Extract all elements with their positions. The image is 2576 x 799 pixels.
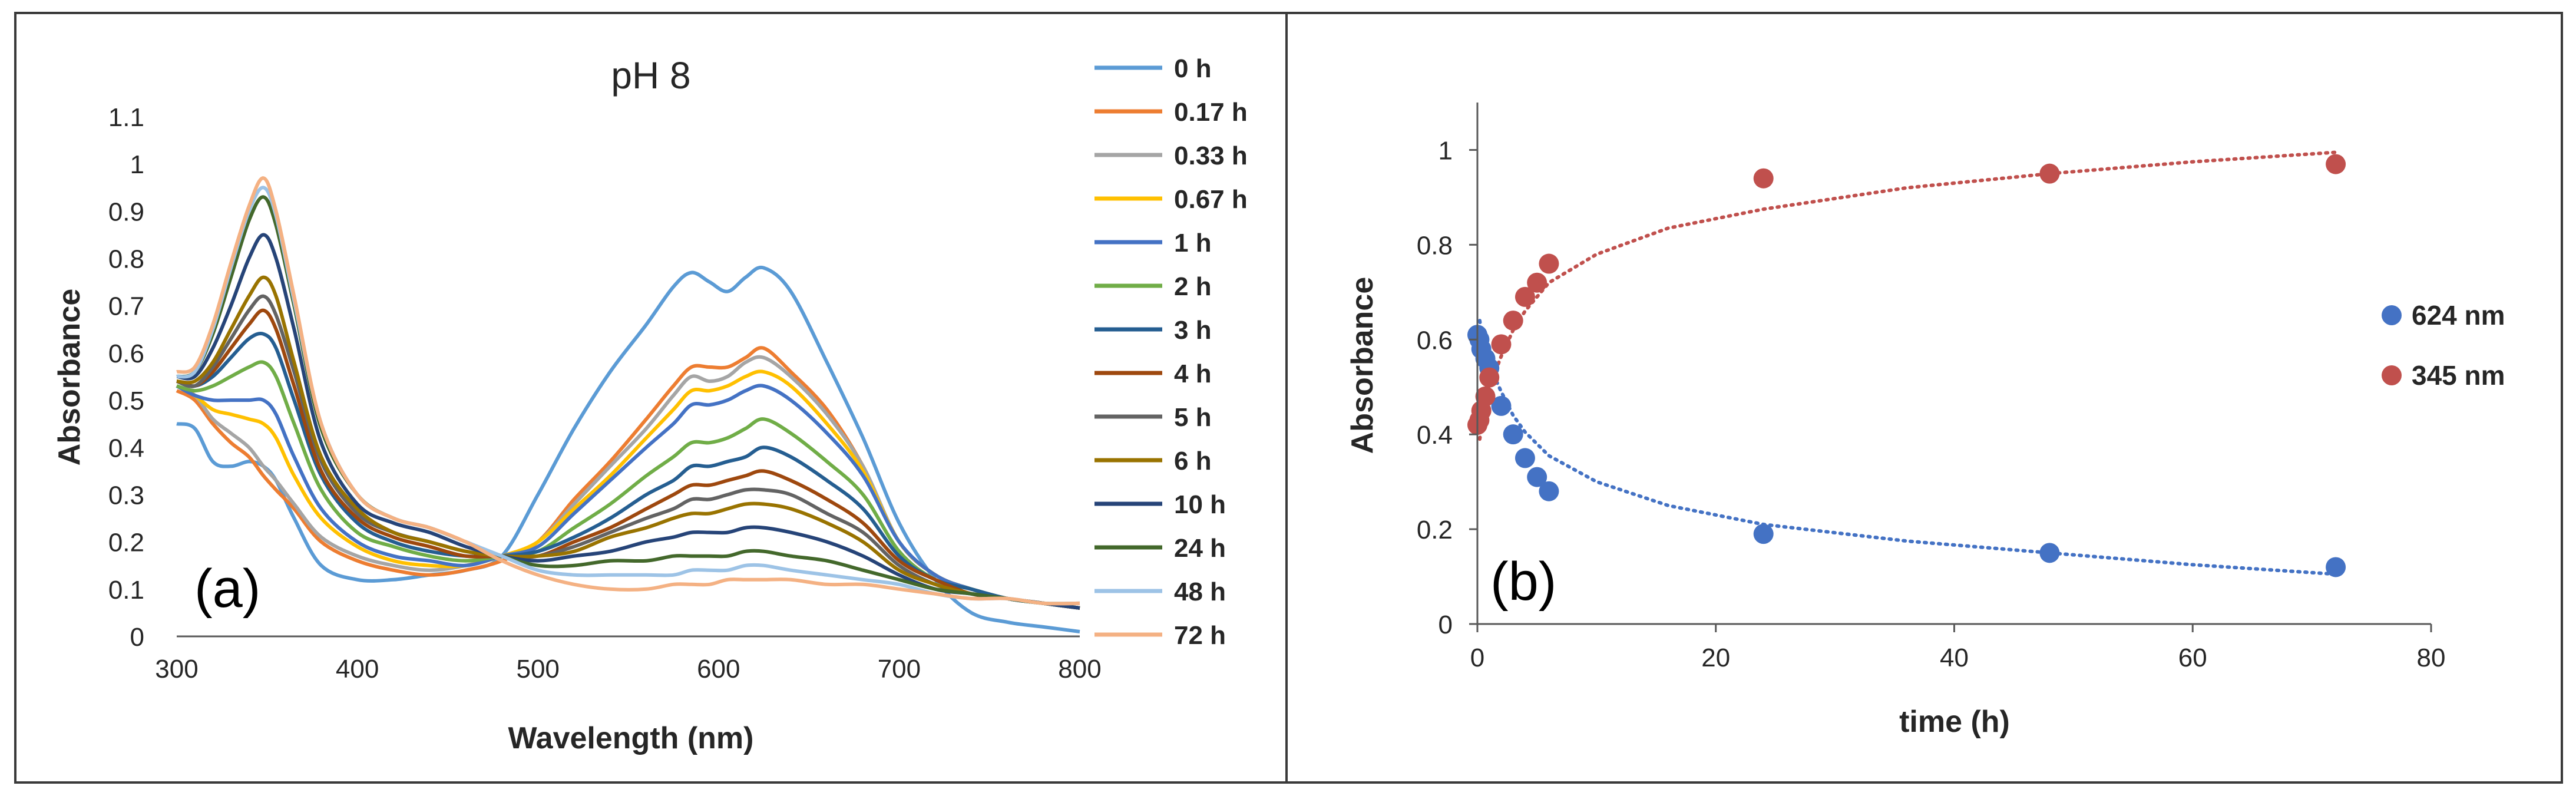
- a-x-tick-label: 400: [336, 655, 379, 684]
- data-point: [1491, 395, 1512, 416]
- a-chart-title: pH 8: [611, 54, 690, 97]
- a-x-axis-label: Wavelength (nm): [508, 721, 754, 755]
- legend-marker: [2382, 365, 2402, 385]
- a-x-tick-label: 700: [878, 655, 921, 684]
- legend-label: 72 h: [1174, 621, 1226, 650]
- b-x-tick-label: 60: [2178, 643, 2207, 672]
- a-y-tick-label: 1.1: [108, 103, 144, 132]
- data-point: [1479, 367, 1500, 388]
- legend-label: 624 nm: [2412, 300, 2505, 331]
- trendline: [1478, 150, 2338, 441]
- a-x-tick-label: 300: [155, 655, 198, 684]
- legend-label: 345 nm: [2412, 360, 2505, 391]
- data-point: [1491, 334, 1512, 355]
- series-line: [176, 176, 1080, 606]
- trendline: [1478, 319, 2338, 576]
- a-x-tick-label: 800: [1058, 655, 1101, 684]
- data-point: [1503, 311, 1523, 331]
- legend-label: 4 h: [1174, 359, 1212, 388]
- data-point: [2039, 163, 2060, 184]
- b-x-tick-label: 40: [1940, 643, 1969, 672]
- b-y-tick-label: 0: [1439, 610, 1453, 639]
- legend-label: 5 h: [1174, 403, 1212, 432]
- data-point: [1514, 448, 1535, 468]
- data-point: [1753, 168, 1774, 189]
- data-point: [1475, 386, 1496, 407]
- b-legend: 624 nm 345 nm: [2382, 300, 2505, 391]
- data-point: [2039, 543, 2060, 563]
- b-x-axis-label: time (h): [1899, 705, 2010, 739]
- b-y-axis-label: Absorbance: [1345, 277, 1380, 454]
- a-y-tick-label: 0.9: [108, 197, 144, 226]
- b-x-tick-labels: 0 20 40 60 80: [1470, 643, 2446, 672]
- series-line: [176, 308, 1080, 610]
- legend-label: 1 h: [1174, 229, 1212, 257]
- series-line: [176, 294, 1080, 610]
- b-panel-label: (b): [1490, 552, 1556, 612]
- a-y-tick-labels: 0 0.1 0.2 0.3 0.4 0.5 0.6 0.7 0.8 0.9 1 1.1: [108, 103, 144, 652]
- series-line: [176, 360, 1080, 610]
- data-point: [1539, 481, 1559, 501]
- legend-label: 10 h: [1174, 490, 1226, 519]
- data-point: [2326, 154, 2346, 174]
- spectra-chart: 0 0.1 0.2 0.3 0.4 0.5 0.6 0.7 0.8 0.9 1 1.1 300 400 5…: [52, 54, 1248, 755]
- data-point: [1503, 424, 1523, 445]
- b-y-tick-label: 0.6: [1417, 326, 1453, 355]
- a-y-tick-label: 0.7: [108, 292, 144, 321]
- data-point: [2326, 557, 2346, 577]
- b-x-tick-label: 0: [1470, 643, 1484, 672]
- series-line: [176, 233, 1080, 610]
- legend-label: 0.17 h: [1174, 98, 1248, 127]
- b-x-tick-label: 20: [1701, 643, 1730, 672]
- b-y-tick-labels: 0 0.2 0.4 0.6 0.8 1: [1417, 136, 1453, 639]
- series-line: [176, 332, 1080, 610]
- a-y-tick-label: 0.6: [108, 339, 144, 368]
- b-y-tick-label: 0.2: [1417, 516, 1453, 544]
- legend-marker: [2382, 305, 2402, 325]
- panel-b-frame: [1285, 12, 2563, 784]
- legend-label: 24 h: [1174, 534, 1226, 563]
- legend-label: 48 h: [1174, 577, 1226, 606]
- data-point: [1753, 524, 1774, 544]
- a-y-tick-label: 0.3: [108, 481, 144, 510]
- a-legend: 0 h 0.17 h 0.33 h 0.67 h 1 h 2 h 3 h 4 h 5 h 6 h 1…: [1094, 54, 1248, 650]
- a-y-tick-label: 0.8: [108, 245, 144, 274]
- a-panel-label: (a): [194, 559, 260, 619]
- a-y-tick-label: 0.5: [108, 387, 144, 415]
- a-y-axis-label: Absorbance: [52, 289, 87, 466]
- series-line: [176, 384, 1080, 610]
- b-y-tick-label: 0.8: [1417, 231, 1453, 260]
- a-y-tick-label: 0.1: [108, 576, 144, 605]
- legend-label: 3 h: [1174, 316, 1212, 345]
- b-y-tick-label: 1: [1439, 136, 1453, 165]
- b-trendlines: [1478, 150, 2338, 576]
- a-x-tick-label: 500: [516, 655, 559, 684]
- legend-label: 6 h: [1174, 447, 1212, 476]
- legend-label: 0.33 h: [1174, 141, 1248, 170]
- a-x-tick-label: 600: [697, 655, 740, 684]
- data-point: [1514, 286, 1535, 307]
- kinetics-chart: 0 0.2 0.4 0.6 0.8 1 0 20 40 60 80 624 nm 345 nm ti…: [1345, 103, 2505, 739]
- series-line: [176, 275, 1080, 610]
- a-series-lines: [176, 176, 1080, 633]
- a-y-tick-label: 0.4: [108, 434, 144, 463]
- b-data-points: [1467, 154, 2346, 577]
- legend-label: 0 h: [1174, 54, 1212, 83]
- a-y-tick-label: 0.2: [108, 529, 144, 557]
- a-y-tick-label: 1: [130, 150, 144, 179]
- legend-label: 2 h: [1174, 272, 1212, 301]
- series-line: [176, 195, 1080, 606]
- a-y-tick-label: 0: [130, 623, 144, 652]
- data-point: [1527, 467, 1547, 487]
- b-y-tick-label: 0.4: [1417, 421, 1453, 450]
- a-x-tick-labels: 300 400 500 600 700 800: [155, 655, 1101, 684]
- b-axes: [1469, 103, 2432, 632]
- data-point: [1539, 253, 1559, 274]
- legend-label: 0.67 h: [1174, 185, 1248, 214]
- series-line: [176, 186, 1080, 606]
- data-point: [1527, 272, 1547, 293]
- b-x-tick-label: 80: [2417, 643, 2446, 672]
